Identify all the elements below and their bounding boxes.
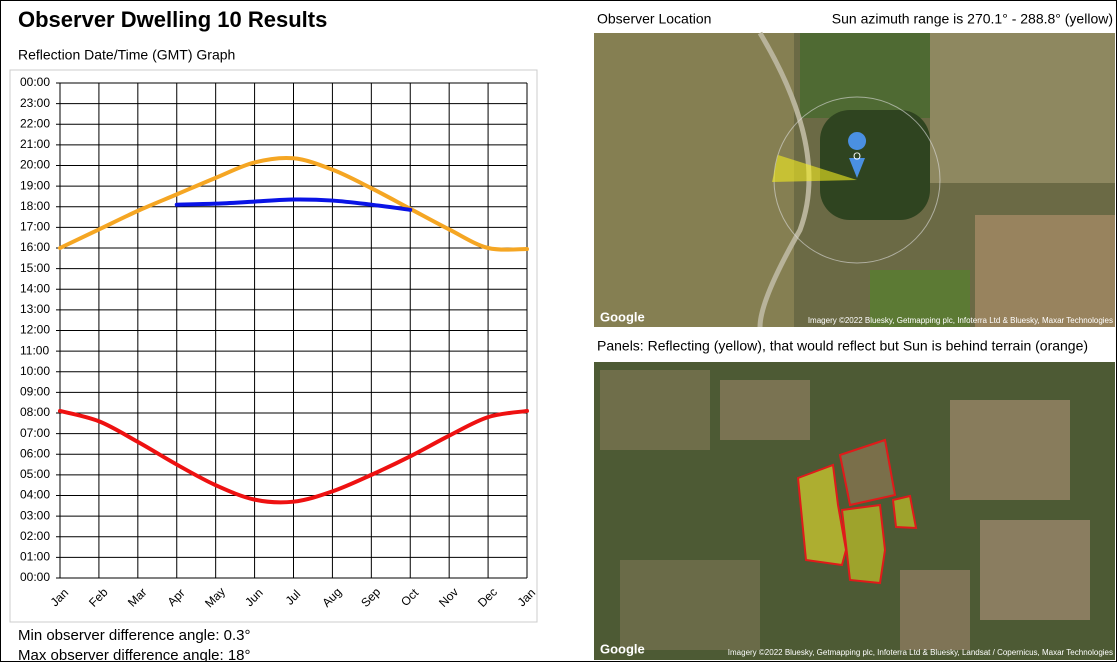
y-tick-label: 05:00 — [20, 467, 50, 481]
y-tick-label: 16:00 — [20, 240, 50, 254]
y-tick-label: 17:00 — [20, 220, 50, 234]
y-tick-label: 15:00 — [20, 261, 50, 275]
max-angle: Max observer difference angle: 18° — [18, 647, 251, 662]
y-tick-label: 18:00 — [20, 199, 50, 213]
y-tick-label: 04:00 — [20, 488, 50, 502]
min-angle: Min observer difference angle: 0.3° — [18, 627, 251, 644]
series-line — [174, 197, 413, 212]
map-credit: Imagery ©2022 Bluesky, Getmapping plc, I… — [808, 316, 1113, 325]
series-line — [58, 155, 529, 252]
y-tick-label: 22:00 — [20, 116, 50, 130]
y-tick-label: 13:00 — [20, 302, 50, 316]
y-tick-label: 01:00 — [20, 550, 50, 564]
y-tick-label: 07:00 — [20, 426, 50, 440]
y-tick-label: 10:00 — [20, 364, 50, 378]
y-tick-label: 00:00 — [20, 570, 50, 584]
y-tick-label: 09:00 — [20, 385, 50, 399]
panels-title: Panels: Reflecting (yellow), that would … — [597, 338, 1088, 354]
y-tick-label: 02:00 — [20, 529, 50, 543]
y-tick-label: 03:00 — [20, 508, 50, 522]
y-tick-label: 20:00 — [20, 158, 50, 172]
google-logo: Google — [600, 309, 645, 324]
y-tick-label: 21:00 — [20, 137, 50, 151]
y-tick-label: 11:00 — [20, 343, 49, 357]
marker-label: O — [853, 152, 861, 163]
y-tick-label: 06:00 — [20, 446, 50, 460]
panels-map: Google Imagery ©2022 Bluesky, Getmapping… — [594, 362, 1115, 660]
location-map: O Google Imagery ©2022 Bluesky, Getmappi… — [594, 31, 1115, 328]
google-logo: Google — [600, 641, 645, 656]
title: Observer Dwelling 10 Results — [18, 7, 327, 32]
y-tick-label: 00:00 — [20, 75, 50, 89]
y-tick-label: 19:00 — [20, 178, 50, 192]
y-tick-label: 12:00 — [20, 323, 50, 337]
y-tick-label: 08:00 — [20, 405, 50, 419]
map-credit: Imagery ©2022 Bluesky, Getmapping plc, I… — [728, 648, 1113, 657]
chart-box — [9, 69, 538, 623]
subtitle: Reflection Date/Time (GMT) Graph — [18, 47, 235, 63]
series-line — [58, 408, 529, 505]
y-tick-label: 23:00 — [20, 96, 50, 110]
y-tick-label: 14:00 — [20, 281, 50, 295]
azimuth-note: Sun azimuth range is 270.1° - 288.8° (ye… — [832, 11, 1113, 27]
map-title: Observer Location — [597, 11, 711, 27]
